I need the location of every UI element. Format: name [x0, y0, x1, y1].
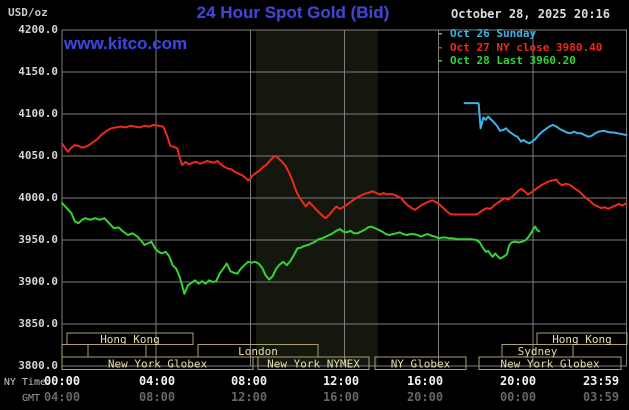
y-tick-label: 3850.0: [18, 317, 58, 330]
x-tick-ny-label: 23:59: [583, 374, 619, 388]
session-label: Sydney: [518, 345, 558, 358]
x-tick-gmt-label: 20:00: [407, 390, 443, 404]
series-oct28: [61, 202, 541, 295]
y-tick-label: 4000.0: [18, 191, 58, 204]
series-oct26-sunday: [463, 102, 628, 145]
session-box-new-york-nymex: [257, 356, 370, 370]
y-tick-label: 4100.0: [18, 107, 58, 120]
x-tick-gmt-label: 12:00: [231, 390, 267, 404]
session-box-new-york-globex: [478, 356, 622, 370]
session-label: New York NYMEX: [267, 357, 360, 370]
y-tick-label: 3950.0: [18, 233, 58, 246]
series-oct27: [61, 123, 628, 220]
session-label: Hong Kong: [100, 333, 160, 346]
legend-item: - Oct 28 Last 3960.20: [437, 54, 602, 68]
x-tick-ny-label: 20:00: [500, 374, 536, 388]
ny-time-axis-label: NY Time: [4, 377, 46, 388]
x-tick-gmt-label: 03:59: [583, 390, 619, 404]
chart-legend: - Oct 26 Sunday - Oct 27 NY close 3980.40- O…: [437, 27, 602, 68]
legend-item: - Oct 27 NY close 3980.40: [437, 41, 602, 55]
x-tick-ny-label: 16:00: [407, 374, 443, 388]
session-box-new-york-globex: [61, 356, 254, 370]
x-tick-ny-label: 04:00: [139, 374, 175, 388]
x-tick-ny-label: 00:00: [44, 374, 80, 388]
y-tick-label: 3900.0: [18, 275, 58, 288]
legend-series-dash-icon: -: [437, 27, 444, 40]
x-tick-ny-label: 12:00: [323, 374, 359, 388]
session-label: NY Globex: [391, 357, 451, 370]
y-axis-units-label: USD/oz: [8, 6, 48, 19]
legend-item-label: Oct 28 Last 3960.20: [450, 54, 576, 67]
y-tick-label: 4150.0: [18, 65, 58, 78]
session-label: New York Globex: [108, 357, 208, 370]
y-tick-label: 4050.0: [18, 149, 58, 162]
chart-datetime: October 28, 2025 20:16: [451, 7, 610, 21]
y-tick-label: 3800.0: [18, 359, 58, 372]
session-label: London: [238, 345, 278, 358]
legend-series-dash-icon: -: [437, 40, 444, 54]
gmt-axis-label: GMT: [22, 393, 40, 404]
session-box-hong-kong: [536, 332, 628, 345]
legend-item: - Oct 26 Sunday: [437, 27, 602, 41]
session-box-ny-globex: [374, 356, 467, 370]
session-box-unlabeled: [61, 344, 89, 358]
y-tick-label: 4200.0: [18, 23, 58, 36]
chart-title: 24 Hour Spot Gold (Bid): [196, 3, 390, 22]
legend-series-dash-icon: -: [437, 54, 444, 67]
x-tick-ny-label: 08:00: [231, 374, 267, 388]
legend-item-label: Oct 26 Sunday: [450, 27, 537, 40]
x-tick-gmt-label: 00:00: [500, 390, 536, 404]
x-tick-gmt-label: 16:00: [323, 390, 359, 404]
x-tick-gmt-label: 08:00: [139, 390, 175, 404]
session-box-unlabeled: [87, 344, 147, 358]
session-label: Hong Kong: [552, 333, 612, 346]
session-label: New York Globex: [500, 357, 600, 370]
legend-item-label: Oct 27 NY close 3980.40: [450, 40, 603, 54]
x-tick-gmt-label: 04:00: [44, 390, 80, 404]
kitco-watermark-link[interactable]: www.kitco.com: [64, 34, 188, 53]
